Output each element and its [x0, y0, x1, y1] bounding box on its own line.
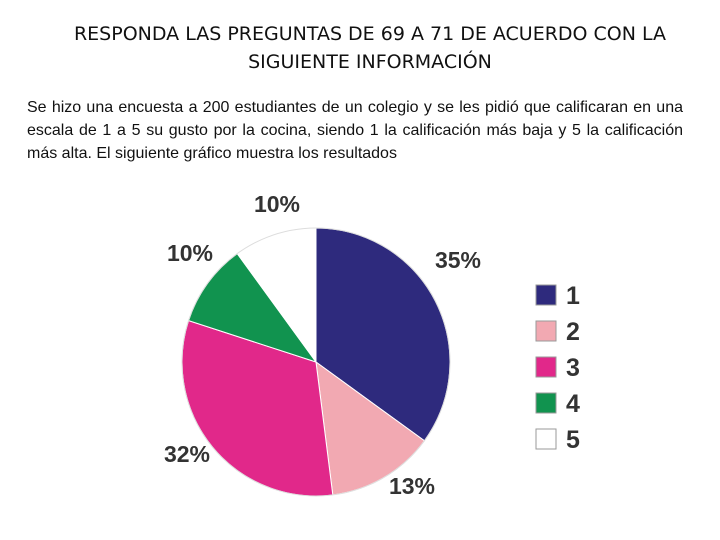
legend-label-2: 2: [566, 318, 580, 346]
pct-label-2: 13%: [389, 473, 435, 499]
heading-line-1: RESPONDA LAS PREGUNTAS DE 69 A 71 DE ACU…: [73, 23, 667, 45]
intro-paragraph: Se hizo una encuesta a 200 estudiantes d…: [27, 99, 683, 162]
pct-label-5: 10%: [254, 191, 300, 217]
legend-label-3: 3: [566, 354, 580, 382]
legend-swatch-4: [535, 392, 557, 414]
legend-swatch-5: [535, 428, 557, 450]
pct-label-1: 35%: [435, 247, 481, 273]
pie-slices: [181, 227, 451, 497]
heading-line-2: SIGUIENTE INFORMACIÓN: [248, 51, 492, 73]
legend-swatch-1: [535, 284, 557, 306]
question-heading: RESPONDA LAS PREGUNTAS DE 69 A 71 DE ACU…: [40, 20, 700, 76]
legend-swatch-3: [535, 356, 557, 378]
legend-label-1: 1: [566, 282, 580, 310]
pct-label-4: 10%: [167, 240, 213, 266]
legend-swatch-2: [535, 320, 557, 342]
chart-legend: 1 2 3 4 5: [535, 282, 580, 454]
legend-label-4: 4: [566, 390, 580, 418]
legend-label-5: 5: [566, 426, 580, 454]
percentage-labels: 35% 13% 32% 10% 10%: [164, 191, 481, 499]
pie-outline: [181, 227, 451, 497]
pct-label-3: 32%: [164, 441, 210, 467]
